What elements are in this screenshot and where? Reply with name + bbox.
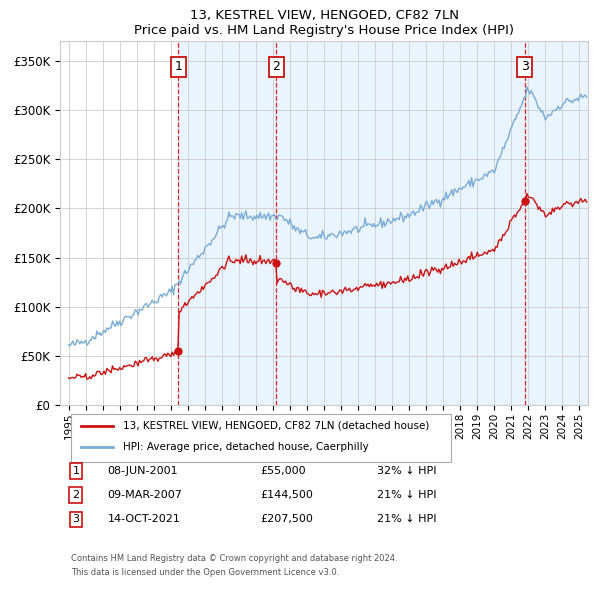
Text: 1: 1 (73, 466, 79, 476)
Text: 09-MAR-2007: 09-MAR-2007 (107, 490, 182, 500)
Text: 2: 2 (272, 60, 280, 73)
Title: 13, KESTREL VIEW, HENGOED, CF82 7LN
Price paid vs. HM Land Registry's House Pric: 13, KESTREL VIEW, HENGOED, CF82 7LN Pric… (134, 9, 514, 37)
Text: This data is licensed under the Open Government Licence v3.0.: This data is licensed under the Open Gov… (71, 568, 339, 577)
Text: 08-JUN-2001: 08-JUN-2001 (107, 466, 178, 476)
Text: 14-OCT-2021: 14-OCT-2021 (107, 514, 181, 525)
Bar (525, 41, 588, 405)
Text: £55,000: £55,000 (260, 466, 306, 476)
Text: 3: 3 (521, 60, 529, 73)
Text: HPI: Average price, detached house, Caerphilly: HPI: Average price, detached house, Caer… (124, 441, 369, 451)
Text: Contains HM Land Registry data © Crown copyright and database right 2024.: Contains HM Land Registry data © Crown c… (71, 554, 397, 563)
Text: 2: 2 (72, 490, 79, 500)
Text: £144,500: £144,500 (260, 490, 314, 500)
Text: 21% ↓ HPI: 21% ↓ HPI (377, 514, 436, 525)
Bar (178, 41, 276, 405)
Text: £207,500: £207,500 (260, 514, 314, 525)
Text: 13, KESTREL VIEW, HENGOED, CF82 7LN (detached house): 13, KESTREL VIEW, HENGOED, CF82 7LN (det… (124, 421, 430, 431)
Bar (276, 41, 525, 405)
FancyBboxPatch shape (71, 414, 451, 462)
Text: 21% ↓ HPI: 21% ↓ HPI (377, 490, 436, 500)
Text: 1: 1 (174, 60, 182, 73)
Text: 32% ↓ HPI: 32% ↓ HPI (377, 466, 436, 476)
Text: 3: 3 (73, 514, 79, 525)
